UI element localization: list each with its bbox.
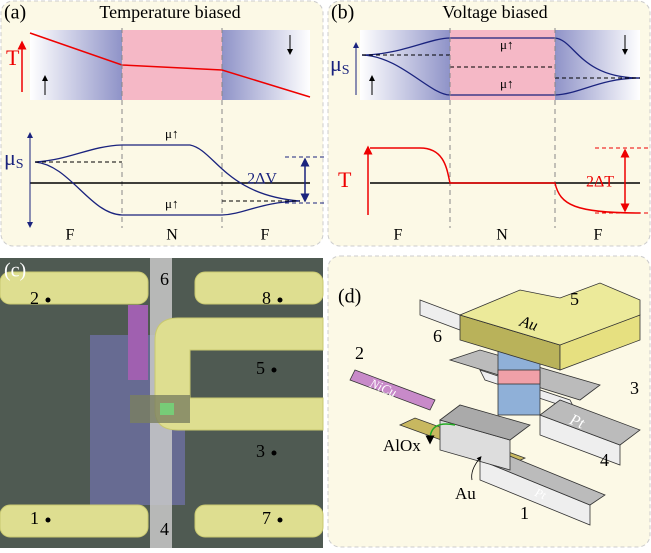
mu-label: μ↑ [500,37,513,52]
contact-label: 8 [262,288,271,308]
region-label: F [394,227,403,244]
subscript: S [342,63,350,78]
contact-dot [46,298,51,303]
bias-label: 2ΔV [247,171,277,188]
symbol: μ [330,51,342,76]
bias-label: 2ΔT [586,174,614,191]
symbol: μ [4,145,16,170]
contact-dot [278,518,283,523]
figure: (a)Temperature biasedTμSμ↑μ↑2ΔVFNF(b)Vol… [0,0,651,548]
region-label: F [594,227,603,244]
contact-label: 5 [256,358,265,378]
mu-label: μ↑ [500,76,513,91]
subscript: S [16,157,24,172]
region-label: F [66,227,75,244]
contact-label: 5 [570,289,579,309]
contact-dot [272,368,277,373]
contact-label: 6 [160,269,169,289]
panel-title: Voltage biased [442,2,547,22]
contact-label: 6 [433,326,442,346]
contact-label: 2 [355,343,364,363]
region-label: F [261,227,270,244]
contact-label: 7 [262,508,271,528]
mu-label: μ↑ [165,126,178,141]
material-label: AlOx [383,436,421,455]
panel-label: (c) [4,260,26,282]
panel-label: (a) [4,2,26,24]
contact-label: 1 [520,503,529,523]
axis-label: T [6,45,20,70]
contact-dot [46,518,51,523]
contact-label: 1 [30,508,39,528]
panel-label: (b) [331,2,354,24]
panel-title: Temperature biased [99,2,240,22]
region-label: N [166,227,178,244]
material-label: Au [455,484,476,503]
contact-label: 4 [160,519,169,539]
contact-label: 3 [630,378,639,398]
contact-label: 4 [600,450,609,470]
axis-label: T [338,167,352,192]
contact-dot [272,451,277,456]
region-label: N [496,227,508,244]
contact-label: 2 [30,288,39,308]
contact-label: 3 [256,441,265,461]
mu-label: μ↑ [165,196,178,211]
panel-label: (d) [338,286,361,308]
contact-dot [278,298,283,303]
